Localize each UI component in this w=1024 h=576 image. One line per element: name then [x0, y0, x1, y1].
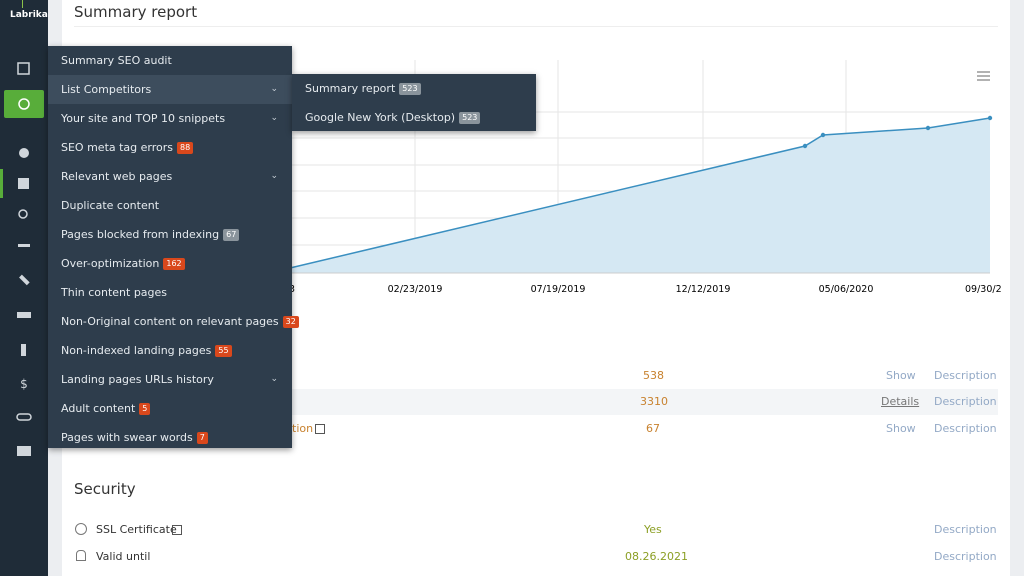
divider: [74, 26, 998, 27]
icon-search[interactable]: [18, 209, 28, 219]
menu-label: Pages with swear words: [61, 431, 193, 444]
table-value: 67: [646, 422, 660, 435]
menu-label: Your site and TOP 10 snippets: [61, 112, 226, 125]
icon-open[interactable]: [17, 62, 30, 75]
menu-label: Pages blocked from indexing: [61, 228, 220, 241]
badge: 88: [177, 142, 194, 154]
security-value: 08.26.2021: [625, 550, 688, 563]
menu-label: Summary report: [305, 82, 396, 95]
section-title: Security: [74, 480, 136, 498]
chevron: ⌄: [270, 374, 278, 384]
chart-menu[interactable]: [977, 71, 990, 81]
sidebar: Labrika $: [0, 0, 48, 576]
menu-label: Non-Original content on relevant pages: [61, 315, 279, 328]
description-link[interactable]: Description: [934, 395, 997, 408]
badge: 523: [399, 83, 421, 95]
menu-item[interactable]: Summary report 523: [292, 74, 536, 103]
description-link[interactable]: Description: [934, 422, 997, 435]
menu-item[interactable]: Google New York (Desktop) 523: [292, 103, 536, 132]
sidebar-icons: $: [0, 62, 44, 456]
description-link[interactable]: Description: [934, 550, 997, 563]
icon-tools[interactable]: [19, 274, 30, 286]
menu-label: Over-optimization: [61, 257, 160, 270]
menu-item[interactable]: Thin content pages: [48, 278, 292, 307]
dropdown-menu: Summary SEO audit List Competitors ⌄ Your s…: [48, 46, 299, 448]
icon-dollar[interactable]: $: [20, 377, 28, 391]
icon-education[interactable]: [17, 312, 31, 318]
menu-item[interactable]: Pages with swear words 7: [48, 423, 292, 452]
menu-label: SEO meta tag errors: [61, 141, 174, 154]
chart-icon[interactable]: [315, 424, 325, 434]
badge: 523: [459, 112, 481, 124]
icon-briefcase[interactable]: [17, 446, 31, 456]
menu-label: Relevant web pages: [61, 170, 173, 183]
help-icon: [75, 523, 87, 535]
menu-item[interactable]: Your site and TOP 10 snippets ⌄: [48, 104, 292, 133]
x-tick-label: 02/23/2019: [388, 284, 443, 295]
badge: 67: [223, 229, 240, 241]
menu-item[interactable]: Relevant web pages ⌄: [48, 162, 292, 191]
menu-label: Non-indexed landing pages: [61, 344, 212, 357]
show-link[interactable]: Show: [886, 369, 916, 382]
x-tick-label: 12/12/2019: [676, 284, 731, 295]
menu-item[interactable]: SEO meta tag errors 88: [48, 133, 292, 162]
badge: 7: [196, 432, 208, 444]
menu-label: Landing pages URLs history: [61, 373, 214, 386]
chevron: ⌄: [270, 171, 278, 181]
icon-hand[interactable]: [21, 344, 26, 356]
area: [290, 118, 990, 273]
icon-refresh[interactable]: [4, 90, 44, 118]
icon-refresh-glyph: [18, 98, 30, 110]
badge: 162: [163, 258, 185, 270]
chart-icon[interactable]: [172, 525, 182, 535]
menu-label: Thin content pages: [61, 286, 168, 299]
details-link[interactable]: Details: [881, 395, 920, 408]
bell-icon: [76, 550, 86, 561]
badge: 32: [282, 316, 299, 328]
menu-item[interactable]: Summary SEO audit: [48, 46, 292, 75]
table-value: 3310: [640, 395, 668, 408]
badge: 5: [139, 403, 151, 415]
security-value: Yes: [644, 523, 662, 536]
icon-text[interactable]: [18, 244, 30, 247]
menu-item[interactable]: List Competitors ⌄: [48, 75, 292, 104]
menu-label: Adult content: [61, 402, 136, 415]
menu-item[interactable]: Pages blocked from indexing 67: [48, 220, 292, 249]
table-label: tion: [292, 422, 314, 435]
security-label: Valid until: [96, 550, 151, 563]
menu-label: Google New York (Desktop): [305, 111, 456, 124]
x-tick-label: 05/06/2020: [819, 284, 874, 295]
table-value: 538: [643, 369, 664, 382]
page-title: Summary report: [74, 3, 198, 21]
x-tick-label: 07/19/2019: [531, 284, 586, 295]
active-indicator: [0, 169, 3, 198]
icon-settings[interactable]: [19, 148, 29, 158]
menu-item[interactable]: Duplicate content: [48, 191, 292, 220]
icon-link[interactable]: [16, 413, 32, 421]
description-link[interactable]: Description: [934, 523, 997, 536]
menu-item[interactable]: Adult content 5: [48, 394, 292, 423]
menu-item[interactable]: Over-optimization 162: [48, 249, 292, 278]
icon-chart[interactable]: [18, 178, 29, 189]
menu-label: Summary SEO audit: [61, 54, 172, 67]
x-tick-label: 09/30/2: [965, 284, 1002, 295]
logo: Labrika: [10, 10, 48, 20]
submenu: Summary report 523 Google New York (Deskto…: [292, 74, 536, 131]
points: [802, 115, 993, 149]
x-tick-label: 3: [289, 284, 295, 295]
chevron: ⌄: [270, 84, 278, 94]
menu-label: List Competitors: [61, 83, 152, 96]
chart: 3 02/23/2019 07/19/2019 12/12/2019 05/06…: [289, 60, 1002, 295]
chevron: ⌄: [270, 113, 278, 123]
menu-label: Duplicate content: [61, 199, 160, 212]
menu-item[interactable]: Non-indexed landing pages 55: [48, 336, 292, 365]
security-label: SSL Certificate: [96, 523, 177, 536]
badge: 55: [215, 345, 232, 357]
description-link[interactable]: Description: [934, 369, 997, 382]
menu-item[interactable]: Landing pages URLs history ⌄: [48, 365, 292, 394]
logo-mark: [22, 0, 23, 8]
show-link[interactable]: Show: [886, 422, 916, 435]
menu-item[interactable]: Non-Original content on relevant pages 32: [48, 307, 299, 336]
